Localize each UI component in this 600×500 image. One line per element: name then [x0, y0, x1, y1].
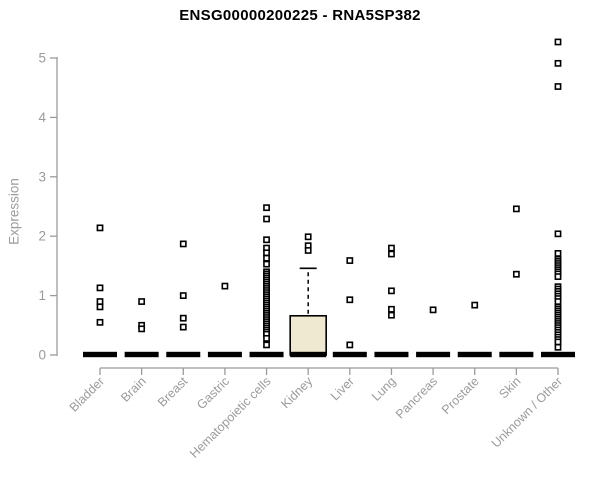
data-point: [554, 273, 562, 280]
x-tick-label: Hematopoietic cells: [187, 374, 274, 461]
data-point: [554, 38, 562, 46]
data-point: [304, 233, 312, 241]
x-tick-label: Liver: [328, 374, 357, 403]
median-bar: [416, 351, 451, 358]
median-bar: [499, 351, 534, 358]
y-tick-label: 0: [38, 348, 46, 363]
data-point: [471, 301, 479, 309]
data-point: [96, 303, 104, 311]
x-tick-label: Kidney: [278, 374, 315, 411]
median-bar: [541, 351, 575, 358]
data-point: [96, 224, 104, 232]
x-tick-label: Breast: [155, 374, 191, 410]
y-tick-label: 1: [38, 288, 46, 303]
data-point: [512, 270, 520, 278]
data-point: [388, 311, 395, 319]
data-point: [388, 244, 395, 252]
x-tick-label: Prostate: [439, 374, 482, 417]
median-bar: [457, 351, 492, 358]
data-point: [179, 292, 187, 299]
data-point: [263, 341, 270, 349]
median-bar: [83, 351, 117, 358]
median-bar: [249, 351, 284, 358]
data-point: [388, 287, 395, 295]
data-point: [263, 254, 270, 262]
median-bar: [374, 351, 409, 358]
data-point: [96, 298, 104, 305]
x-tick-label: Gastric: [194, 374, 232, 412]
data-point: [346, 341, 354, 349]
data-point: [263, 334, 270, 342]
data-point: [429, 306, 437, 314]
data-point: [221, 282, 229, 290]
x-tick-label: Unknown / Other: [489, 374, 565, 450]
chart-title: ENSG00000200225 - RNA5SP382: [179, 7, 421, 24]
data-point: [179, 240, 187, 248]
data-point: [554, 338, 562, 346]
data-point: [554, 343, 562, 351]
x-tick-label: Lung: [369, 374, 399, 404]
median-bar: [124, 351, 159, 358]
x-tick-label: Brain: [118, 374, 149, 405]
y-tick-label: 4: [38, 110, 46, 125]
y-tick-label: 3: [38, 169, 46, 184]
data-point: [263, 236, 270, 244]
box: [289, 314, 327, 356]
data-point: [554, 83, 562, 90]
data-point: [179, 314, 187, 322]
data-point: [554, 230, 562, 238]
data-point: [554, 298, 562, 305]
median-bar: [332, 351, 367, 358]
data-point: [263, 215, 270, 223]
data-point: [138, 298, 146, 305]
x-tick-label: Skin: [496, 374, 523, 401]
data-point: [346, 257, 354, 264]
data-point: [263, 204, 270, 212]
data-point: [346, 296, 354, 304]
data-point: [96, 318, 104, 326]
y-tick-label: 2: [38, 229, 46, 244]
data-point: [554, 250, 562, 257]
median-bar: [290, 351, 327, 358]
data-point: [138, 325, 146, 333]
data-point: [388, 305, 395, 313]
x-tick-label: Bladder: [67, 374, 107, 414]
data-point: [512, 205, 520, 213]
data-point: [96, 284, 104, 292]
median-bar: [207, 351, 242, 358]
data-point: [263, 249, 270, 257]
x-tick-label: Pancreas: [393, 374, 440, 421]
data-point: [179, 323, 187, 331]
data-point: [388, 250, 395, 258]
y-tick-label: 5: [38, 51, 46, 66]
data-point: [554, 59, 562, 67]
data-point: [263, 260, 270, 268]
median-bar: [166, 351, 201, 358]
data-point: [304, 247, 312, 254]
